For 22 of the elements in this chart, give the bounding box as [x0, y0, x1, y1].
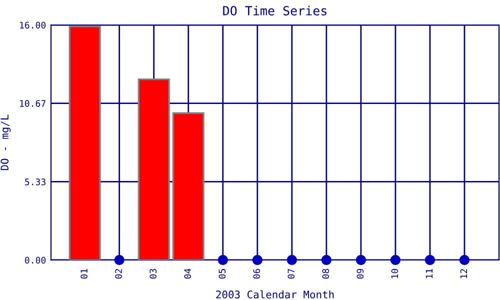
y-tick-label: 0.00 [24, 256, 46, 264]
x-axis-title: 2003 Calendar Month [216, 290, 334, 298]
x-tick-label: 02 [115, 269, 122, 279]
chart-title: DO Time Series [223, 6, 326, 16]
x-tick-label: 06 [253, 268, 260, 279]
y-tick-label: 10.67 [20, 100, 46, 107]
x-tick-label: 03 [150, 269, 156, 279]
y-tick-label: 5.33 [25, 178, 46, 186]
x-tick-label: 07 [288, 269, 295, 279]
y-axis-title: DO - mg/L [0, 114, 11, 170]
x-tick-label: 01 [80, 268, 88, 279]
x-tick-label: 10 [391, 268, 398, 278]
x-tick-label: 04 [184, 268, 192, 279]
bar [138, 78, 170, 260]
x-tick-label: 11 [426, 268, 432, 278]
bar [68, 26, 101, 260]
y-tick-label: 16.00 [20, 22, 46, 29]
x-tick-label: 12 [460, 269, 467, 278]
x-tick-label: 08 [322, 268, 330, 279]
x-tick-label: 09 [356, 268, 364, 279]
bar [172, 112, 204, 260]
x-tick-label: 05 [218, 269, 226, 279]
